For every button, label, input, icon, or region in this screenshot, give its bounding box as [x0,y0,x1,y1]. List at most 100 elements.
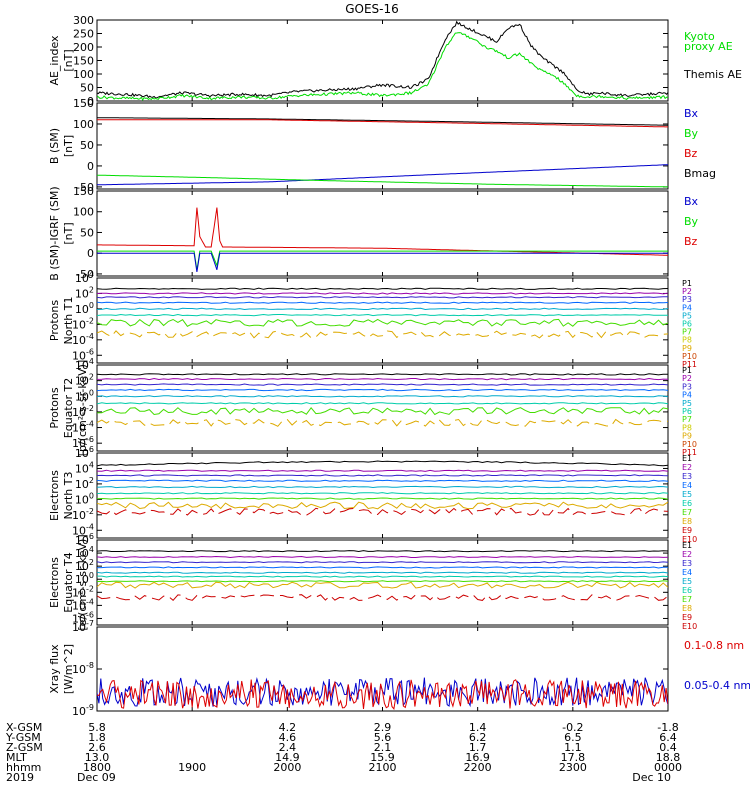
panel-data [97,373,668,427]
axis-row-label: hhmm [6,761,41,774]
y-tick-label: 150 [73,97,94,110]
y-tick-label: 300 [73,14,94,27]
series-line [97,373,668,376]
y-tick-label: 10-7 [72,619,94,634]
legend-entry: E8 [682,604,692,613]
axis-row-value: 0.4 [659,741,677,754]
axis-row-value: 1.4 [469,721,487,734]
axis-row-value: 0000 [654,761,682,774]
series-line [97,383,668,386]
legend-entry: E5 [682,490,692,499]
legend-entry: P11 [682,448,697,457]
axis-row-value: 2.4 [279,741,297,754]
legend-entry: Bx [684,107,699,120]
series-line [97,497,668,500]
legend-entry: P2 [682,287,692,296]
panel-frame [96,19,669,102]
y-tick-label: 100 [73,68,94,81]
legend-entry: Kyoto [684,30,715,43]
series-line [97,555,668,559]
y-axis-label: [nT] [62,49,75,71]
legend-entry: P11 [682,360,697,369]
y-tick-label: 104 [75,460,94,475]
y-tick-label: 0 [87,95,94,108]
axis-row-value: 1.8 [88,731,106,744]
legend-entry: By [684,215,699,228]
panel-data [97,20,668,101]
y-tick-label: 150 [73,185,94,198]
panel-data [97,207,668,272]
y-tick-label: 106 [75,445,94,460]
y-tick-label: 50 [80,226,94,239]
legend-entry: By [684,127,699,140]
panel-bigrf: 150 100 50 0 -50 B (SM)-IGRF (SM) [nT] Bx By Bz [48,185,699,281]
series-line [97,296,668,299]
legend-entry: P4 [682,303,692,312]
legend-entry: E1 [682,454,692,463]
legend-entry: P9 [682,344,692,353]
y-tick-label: 0 [87,247,94,260]
series-line [97,492,668,495]
legend-entry: Themis AE [683,68,742,81]
legend-entry: E2 [682,463,692,472]
y-axis-label: B (SM) [48,128,61,164]
series-line [97,250,668,270]
y-tick-label: 10-8 [72,661,94,676]
y-tick-label: 50 [80,139,94,152]
legend-entry: 0.05-0.4 nm [684,679,750,692]
y-tick-label: 200 [73,41,94,54]
legend-entry: P6 [682,320,692,329]
axis-row-value: 15.9 [370,751,395,764]
axis-row-value: 13.0 [85,751,110,764]
y-tick-label: 100 [73,206,94,219]
axis-row-value: -0.2 [562,721,583,734]
axis-row-value: 4.2 [279,721,297,734]
axis-row-value: 1800 [83,761,111,774]
y-axis-label: [p/(cm²-s-sr-keV)] [76,360,89,457]
series-line [97,164,668,186]
y-axis-label: [e/(cm²-s-sr-keV)] [76,534,89,630]
y-axis-label: [nT] [62,135,75,157]
axis-row-value: 6.4 [659,731,677,744]
axis-row-value: 2100 [369,761,397,774]
panel-frame [96,626,669,712]
series-line [97,307,668,311]
panel-frame [96,102,669,190]
axis-row-value: 2000 [273,761,301,774]
series-line [97,566,668,569]
legend-entry: P8 [682,423,692,432]
legend-entry: P4 [682,391,692,400]
series-line [97,580,668,583]
legend-entry: E3 [682,472,692,481]
axis-row-value: 16.9 [465,751,490,764]
panel-data [97,677,668,710]
series-line [97,313,668,317]
axis-row-value: -1.8 [657,721,678,734]
series-line [97,318,668,327]
y-axis-label: Electrons [48,557,61,608]
series-line [97,207,668,256]
series-line [97,252,668,272]
legend-entry: E5 [682,577,692,586]
y-axis-label: Protons [48,300,61,341]
y-tick-label: -50 [76,268,94,281]
y-tick-label: 100 [73,118,94,131]
legend-entry: P10 [682,352,697,361]
legend-entry: P3 [682,295,692,304]
series-line [97,117,668,126]
y-tick-label: 10-2 [72,507,94,522]
series-line [97,119,668,128]
axis-row-value: 14.9 [275,751,300,764]
y-axis-label: North T3 [62,472,75,520]
axis-row-label: X-GSM [6,721,42,734]
y-tick-label: 100 [75,491,94,506]
legend-entry: E7 [682,595,692,604]
legend-entry: E10 [682,535,697,544]
y-tick-label: 10-9 [72,703,94,718]
y-axis-label: [W/m^2] [62,644,75,694]
series-line [97,561,668,564]
